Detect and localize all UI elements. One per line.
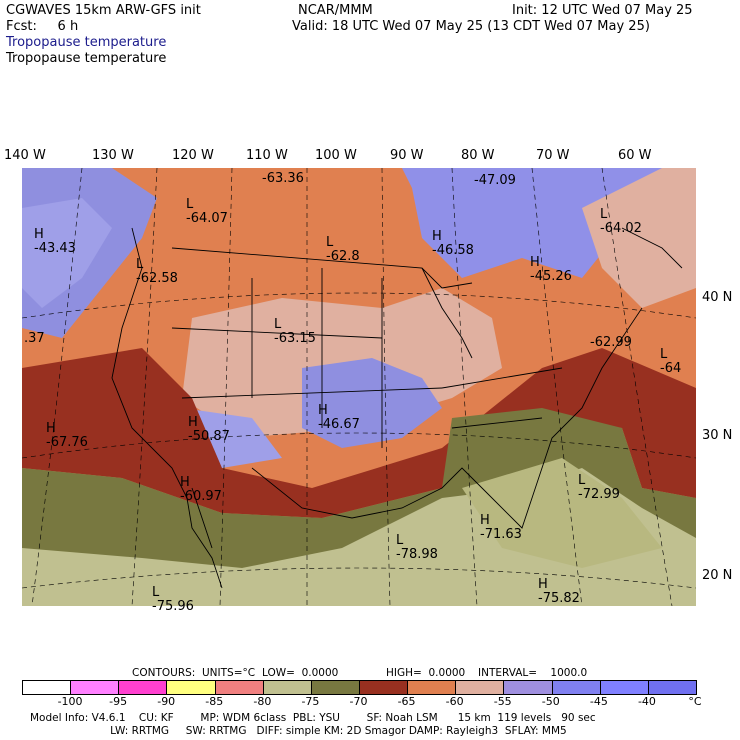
colorbar <box>22 680 697 695</box>
map-value-label: .37 <box>24 331 45 346</box>
contour-low: LOW= 0.0000 <box>262 667 339 679</box>
coastlines <box>111 227 683 589</box>
field-title: Tropopause temperature <box>6 35 167 50</box>
field-subtitle: Tropopause temperature <box>6 51 167 66</box>
lon-label: 110 W <box>246 148 288 163</box>
map-low-label: L -75.96 <box>152 585 194 614</box>
map-low-label: L -63.15 <box>274 317 316 346</box>
model-title: CGWAVES 15km ARW-GFS init <box>6 3 201 18</box>
cold-region-central <box>302 358 442 448</box>
tropopause-temperature-map <box>22 168 696 606</box>
lat-label: 40 N <box>702 290 733 305</box>
map-high-label: H -45.26 <box>530 255 572 284</box>
lon-label: 60 W <box>618 148 652 163</box>
colorbar-tick-label: -100 <box>57 695 83 708</box>
colorbar-swatch <box>311 681 360 694</box>
map-low-label: L -64 <box>660 347 682 376</box>
colorbar-tick-label: -70 <box>349 695 368 708</box>
lon-label: 130 W <box>92 148 134 163</box>
colorbar-tick-label: -40 <box>637 695 656 708</box>
map-low-label: L -62.58 <box>136 257 178 286</box>
colorbar-tick-label: -80 <box>253 695 272 708</box>
lat-label: 30 N <box>702 428 733 443</box>
colorbar-tick-label: -90 <box>157 695 176 708</box>
colorbar-swatch <box>408 681 457 694</box>
colorbar-tick-label: -85 <box>205 695 224 708</box>
colorbar-tick-label: -75 <box>301 695 320 708</box>
lon-label: 80 W <box>461 148 495 163</box>
colorbar-tick-label: °C <box>688 695 702 708</box>
map-high-label: H -50.87 <box>188 415 230 444</box>
colorbar-tick-label: -45 <box>589 695 608 708</box>
map-low-label: L -64.02 <box>600 207 642 236</box>
map-low-label: L -72.99 <box>578 473 620 502</box>
colorbar-swatch <box>119 681 168 694</box>
colorbar-tick-label: -65 <box>397 695 416 708</box>
map-high-label: H -46.58 <box>432 229 474 258</box>
colorbar-swatch <box>359 681 409 694</box>
map-high-label: H -60.97 <box>180 475 222 504</box>
lon-label: 140 W <box>4 148 46 163</box>
valid-time: Valid: 18 UTC Wed 07 May 25 (13 CDT Wed … <box>292 19 650 34</box>
warm-band <box>22 348 696 518</box>
colorbar-swatch <box>552 681 601 694</box>
institution-label: NCAR/MMM <box>298 3 373 18</box>
colorbar-tick-label: -95 <box>109 695 128 708</box>
colorbar-swatch <box>215 681 264 694</box>
map-high-label: H -43.43 <box>34 227 76 256</box>
contour-units: UNITS=°C <box>202 667 256 679</box>
colorbar-swatch <box>263 681 312 694</box>
colorbar-swatch <box>600 681 649 694</box>
lon-label: 100 W <box>315 148 357 163</box>
colorbar-tick-label: -50 <box>541 695 560 708</box>
model-info-line1: Model Info: V4.6.1 CU: KF MP: WDM 6class… <box>30 712 596 724</box>
contour-high: HIGH= 0.0000 <box>386 667 466 679</box>
colorbar-tick-label: -55 <box>493 695 512 708</box>
map-high-label: H -67.76 <box>46 421 88 450</box>
contour-label: CONTOURS: <box>132 667 196 679</box>
colorbar-tick-label: -60 <box>445 695 464 708</box>
map-high-label: H -71.63 <box>480 513 522 542</box>
map-value-label: -63.36 <box>262 171 304 186</box>
map-value-label: -47.09 <box>474 173 516 188</box>
model-info-line2: LW: RRTMG SW: RRTMG DIFF: simple KM: 2D … <box>30 725 567 737</box>
contour-interval: INTERVAL= 1000.0 <box>478 667 588 679</box>
map-low-label: L -64.07 <box>186 197 228 226</box>
map-low-label: L -78.98 <box>396 533 438 562</box>
map-high-label: H -46.67 <box>318 403 360 432</box>
graticule <box>22 168 696 606</box>
lat-label: 20 N <box>702 568 733 583</box>
map-low-label: L -62.8 <box>326 235 360 264</box>
colorbar-swatch <box>456 681 505 694</box>
lon-label: 90 W <box>390 148 424 163</box>
map-high-label: H -75.82 <box>538 577 580 606</box>
colorbar-swatch <box>71 681 120 694</box>
init-time: Init: 12 UTC Wed 07 May 25 <box>512 3 693 18</box>
forecast-hour: Fcst: 6 h <box>6 19 79 34</box>
lon-label: 70 W <box>536 148 570 163</box>
colorbar-swatch <box>167 681 216 694</box>
map-value-label: -62.99 <box>590 335 632 350</box>
colorbar-swatch <box>23 681 72 694</box>
colorbar-swatch <box>504 681 553 694</box>
lon-label: 120 W <box>172 148 214 163</box>
colorbar-swatch <box>648 681 696 694</box>
